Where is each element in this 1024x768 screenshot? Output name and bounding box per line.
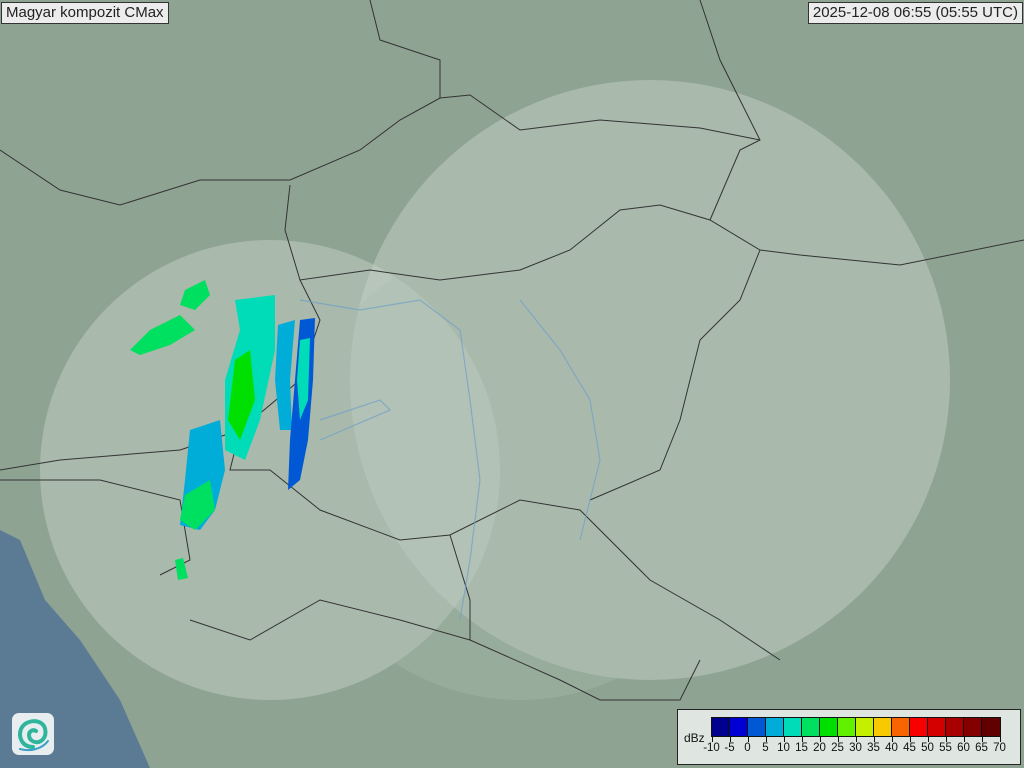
legend-tick-label: 15	[795, 742, 808, 754]
radar-coverage-east	[350, 80, 950, 680]
legend-tick-label: 30	[849, 742, 862, 754]
legend-tick-mark	[927, 737, 929, 742]
legend-swatch	[784, 718, 802, 736]
echo-band-4	[275, 320, 295, 430]
legend-swatch	[964, 718, 982, 736]
spiral-logo-icon	[12, 713, 54, 755]
legend-swatch	[766, 718, 784, 736]
radar-echoes	[130, 280, 315, 580]
legend-tick-label: 5	[762, 742, 769, 754]
legend-swatch	[730, 718, 748, 736]
timestamp-label: 2025-12-08 06:55 (05:55 UTC)	[807, 2, 1023, 24]
echo-band-2	[130, 315, 195, 355]
legend-tick-label: 50	[921, 742, 934, 754]
legend-tick-label: 20	[813, 742, 826, 754]
legend-tick-label: 65	[975, 742, 988, 754]
legend-swatch	[928, 718, 946, 736]
legend-tick-mark	[909, 737, 911, 742]
echo-small	[175, 558, 188, 580]
legend-tick-mark	[711, 737, 713, 742]
legend-tick-mark	[855, 737, 857, 742]
legend-tick-mark	[837, 737, 839, 742]
legend-tick-label: 25	[831, 742, 844, 754]
legend-tick-mark	[945, 737, 947, 742]
echo-band-1	[180, 280, 210, 310]
legend-tick-mark	[747, 737, 749, 742]
legend-tick-label: 40	[885, 742, 898, 754]
legend-tick-mark	[783, 737, 785, 742]
legend-swatch	[712, 718, 730, 736]
legend-color-bar	[711, 717, 1001, 737]
legend-swatch	[874, 718, 892, 736]
legend-tick-mark	[729, 737, 731, 742]
legend-tick-label: 70	[993, 742, 1006, 754]
legend-tick-mark	[873, 737, 875, 742]
legend-tick-mark	[891, 737, 893, 742]
legend-swatch	[910, 718, 928, 736]
legend-tick-mark	[819, 737, 821, 742]
legend-tick-label: 0	[744, 742, 751, 754]
legend-tick-mark	[999, 737, 1001, 742]
legend-swatch	[748, 718, 766, 736]
legend-tick-label: 60	[957, 742, 970, 754]
legend-tick-label: -10	[703, 742, 720, 754]
legend-swatch	[982, 718, 1000, 736]
legend-tick-label: 45	[903, 742, 916, 754]
legend-tick-mark	[801, 737, 803, 742]
sea-adriatic	[0, 530, 150, 768]
legend-tick-label: 55	[939, 742, 952, 754]
echo-band-3-core	[228, 350, 255, 440]
legend-tick-mark	[963, 737, 965, 742]
legend-swatch	[838, 718, 856, 736]
echo-band-5-core	[297, 338, 310, 420]
legend-swatch	[856, 718, 874, 736]
legend-tick-mark	[765, 737, 767, 742]
legend-tick-mark	[981, 737, 983, 742]
legend-tick-label: 35	[867, 742, 880, 754]
legend-swatch	[892, 718, 910, 736]
legend-tick-label: -5	[724, 742, 735, 754]
echo-band-6-core	[180, 480, 215, 530]
legend-swatch	[820, 718, 838, 736]
legend-swatch	[946, 718, 964, 736]
dbz-color-legend: dBz -10 -5 0 5 10 15 20 25 30 35 40 45 50 55 60 65 70	[677, 709, 1021, 765]
legend-tick-label: 10	[777, 742, 790, 754]
product-title: Magyar kompozit CMax	[1, 2, 169, 24]
legend-unit-label: dBz	[684, 731, 705, 745]
rivers	[299, 299, 601, 621]
legend-swatch	[802, 718, 820, 736]
radar-coverage-center	[290, 240, 750, 700]
